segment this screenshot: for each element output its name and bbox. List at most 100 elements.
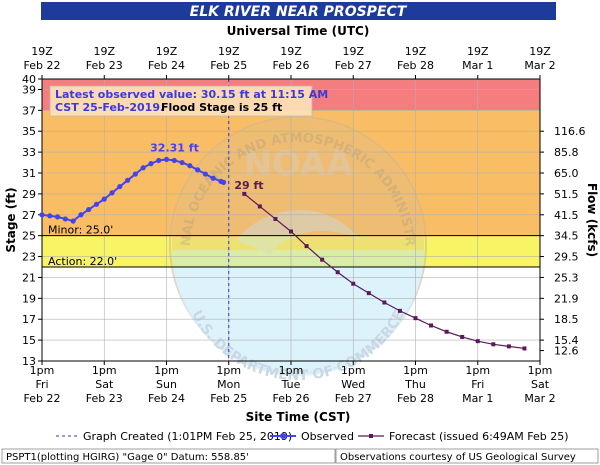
flow-tick-label: 51.5	[554, 188, 579, 201]
noaa-watermark-upper	[172, 119, 424, 250]
y-tick-label: 33	[22, 146, 36, 159]
top-tick-date: Feb 28	[397, 59, 434, 72]
y-tick-label: 19	[22, 292, 36, 305]
bottom-tick-label: 1pm	[403, 364, 428, 377]
observed-point	[109, 190, 115, 196]
forecast-point	[351, 281, 356, 286]
observed-point	[195, 167, 201, 173]
observed-point	[101, 196, 107, 202]
y-tick-label: 40	[22, 73, 36, 86]
y-tick-label: 21	[22, 271, 36, 284]
top-axis-title: Universal Time (UTC)	[227, 24, 370, 38]
bottom-axis-title: Site Time (CST)	[246, 410, 351, 424]
bottom-tick-day: Fri	[471, 378, 484, 391]
forecast-point	[491, 342, 496, 347]
observed-point	[39, 212, 45, 218]
observed-point	[220, 179, 227, 185]
top-tick-date: Feb 23	[86, 59, 123, 72]
top-tick-date: Feb 22	[24, 59, 61, 72]
flow-tick-label: 65.0	[554, 167, 579, 180]
observed-point	[210, 175, 216, 181]
top-tick-label: 19Z	[405, 45, 427, 58]
flow-tick-label: 15.4	[554, 334, 579, 347]
bottom-tick-date: Mar 1	[462, 392, 493, 405]
bottom-tick-date: Feb 24	[148, 392, 185, 405]
y-tick-label: 17	[22, 313, 36, 326]
top-tick-date: Mar 1	[462, 59, 493, 72]
forecast-point	[273, 216, 278, 221]
top-tick-date: Feb 26	[273, 59, 310, 72]
forecast-point	[242, 191, 247, 196]
forecast-point	[335, 270, 340, 275]
observed-point	[140, 165, 146, 171]
y-tick-label: 39	[22, 83, 36, 96]
forecast-point	[429, 323, 434, 328]
y-tick-label: 13	[22, 355, 36, 368]
observed-point	[187, 163, 193, 169]
observed-point	[70, 218, 76, 224]
observed-point	[163, 156, 170, 163]
observed-point	[54, 214, 61, 220]
bottom-tick-day: Tue	[281, 378, 301, 391]
top-tick-date: Feb 24	[148, 59, 185, 72]
bottom-tick-day: Thu	[404, 378, 426, 391]
forecast-point	[289, 229, 293, 234]
observed-point	[117, 183, 123, 190]
legend-observed: Observed	[301, 430, 354, 443]
top-tick-date: Feb 25	[210, 59, 247, 72]
forecast-point	[460, 334, 465, 339]
bottom-tick-date: Feb 28	[397, 392, 434, 405]
top-tick-label: 19Z	[529, 45, 551, 58]
flow-tick-label: 116.6	[554, 125, 586, 138]
bottom-tick-date: Feb 27	[335, 392, 372, 405]
latest-value-line2a: CST 25-Feb-2019.	[55, 101, 164, 114]
bottom-tick-label: 1pm	[216, 364, 241, 377]
footer-datum: PSPT1(plotting HGIRG) "Gage 0" Datum: 55…	[6, 452, 249, 463]
observed-point	[47, 213, 53, 219]
top-tick-date: Feb 27	[335, 59, 372, 72]
flow-tick-label: 18.5	[554, 313, 579, 326]
forecast-point	[366, 291, 371, 296]
bottom-tick-label: 1pm	[279, 364, 304, 377]
forecast-start-label: 29 ft	[234, 179, 263, 192]
observed-point	[179, 159, 185, 166]
bottom-tick-day: Sat	[95, 378, 114, 391]
bottom-tick-label: 1pm	[30, 364, 55, 377]
title-banner	[41, 2, 556, 20]
observed-point	[124, 177, 131, 183]
bottom-tick-label: 1pm	[341, 364, 366, 377]
y-axis-title: Stage (ft)	[4, 187, 18, 252]
chart-title: ELK RIVER NEAR PROSPECT	[190, 4, 408, 20]
flow-tick-label: 21.9	[554, 292, 579, 305]
legend-forecast-marker	[369, 434, 373, 438]
threshold-label: Minor: 25.0'	[48, 224, 113, 237]
flow-tick-label: 34.5	[554, 230, 579, 243]
flood-stage-note: Flood Stage is 25 ft	[161, 101, 282, 114]
crest-label: 32.31 ft	[150, 141, 199, 154]
y-tick-label: 23	[22, 251, 36, 264]
observed-point	[171, 157, 177, 164]
noaa-watermark-text: NOAA	[243, 144, 353, 184]
y-tick-label: 37	[22, 104, 36, 117]
legend-observed-dot	[280, 433, 286, 439]
flow-tick-label: 25.3	[554, 271, 579, 284]
bottom-tick-date: Mar 2	[524, 392, 555, 405]
bottom-tick-label: 1pm	[154, 364, 179, 377]
forecast-point	[506, 344, 511, 349]
noaa-watermark-lower	[172, 250, 424, 376]
legend-graph-created: Graph Created (1:01PM Feb 25, 2019)	[83, 430, 292, 443]
top-tick-label: 19Z	[280, 45, 302, 58]
top-tick-date: Mar 2	[524, 59, 555, 72]
top-tick-label: 19Z	[156, 45, 178, 58]
y-tick-label: 35	[22, 125, 36, 138]
bottom-tick-day: Mon	[217, 378, 240, 391]
y2-axis-title: Flow (kcfs)	[585, 183, 599, 257]
bottom-tick-date: Feb 22	[24, 392, 61, 405]
observed-point	[78, 212, 84, 218]
forecast-point	[522, 346, 527, 351]
flow-tick-label: 29.5	[554, 251, 579, 264]
threshold-label: Action: 22.0'	[48, 255, 117, 268]
bottom-tick-day: Fri	[35, 378, 48, 391]
y-tick-label: 29	[22, 188, 36, 201]
noaa-watermark-ring	[169, 116, 427, 374]
